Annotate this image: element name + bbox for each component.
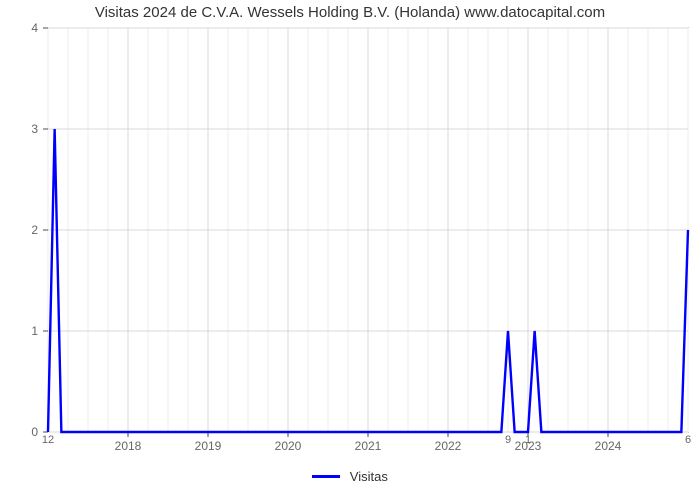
y-tick-label: 1 bbox=[31, 324, 38, 338]
y-tick-label: 3 bbox=[31, 122, 38, 136]
legend-label: Visitas bbox=[350, 469, 388, 484]
y-tick-label: 4 bbox=[31, 21, 38, 35]
x-tick-label: 2020 bbox=[275, 439, 302, 453]
y-tick-label: 2 bbox=[31, 223, 38, 237]
x-tick-label: 2022 bbox=[435, 439, 462, 453]
chart-plot: 01234 2018201920202021202220232024 12916 bbox=[0, 0, 700, 500]
legend: Visitas bbox=[0, 468, 700, 484]
chart-container: Visitas 2024 de C.V.A. Wessels Holding B… bbox=[0, 0, 700, 500]
x-point-label: 12 bbox=[42, 434, 54, 446]
x-point-label: 6 bbox=[685, 434, 691, 446]
x-point-label: 9 bbox=[505, 434, 511, 446]
x-tick-label: 2021 bbox=[355, 439, 382, 453]
x-tick-label: 2019 bbox=[195, 439, 222, 453]
x-tick-label: 2018 bbox=[115, 439, 142, 453]
legend-swatch bbox=[312, 475, 340, 478]
y-tick-label: 0 bbox=[31, 425, 38, 439]
x-tick-label: 2024 bbox=[595, 439, 622, 453]
x-point-label: 1 bbox=[525, 434, 531, 446]
